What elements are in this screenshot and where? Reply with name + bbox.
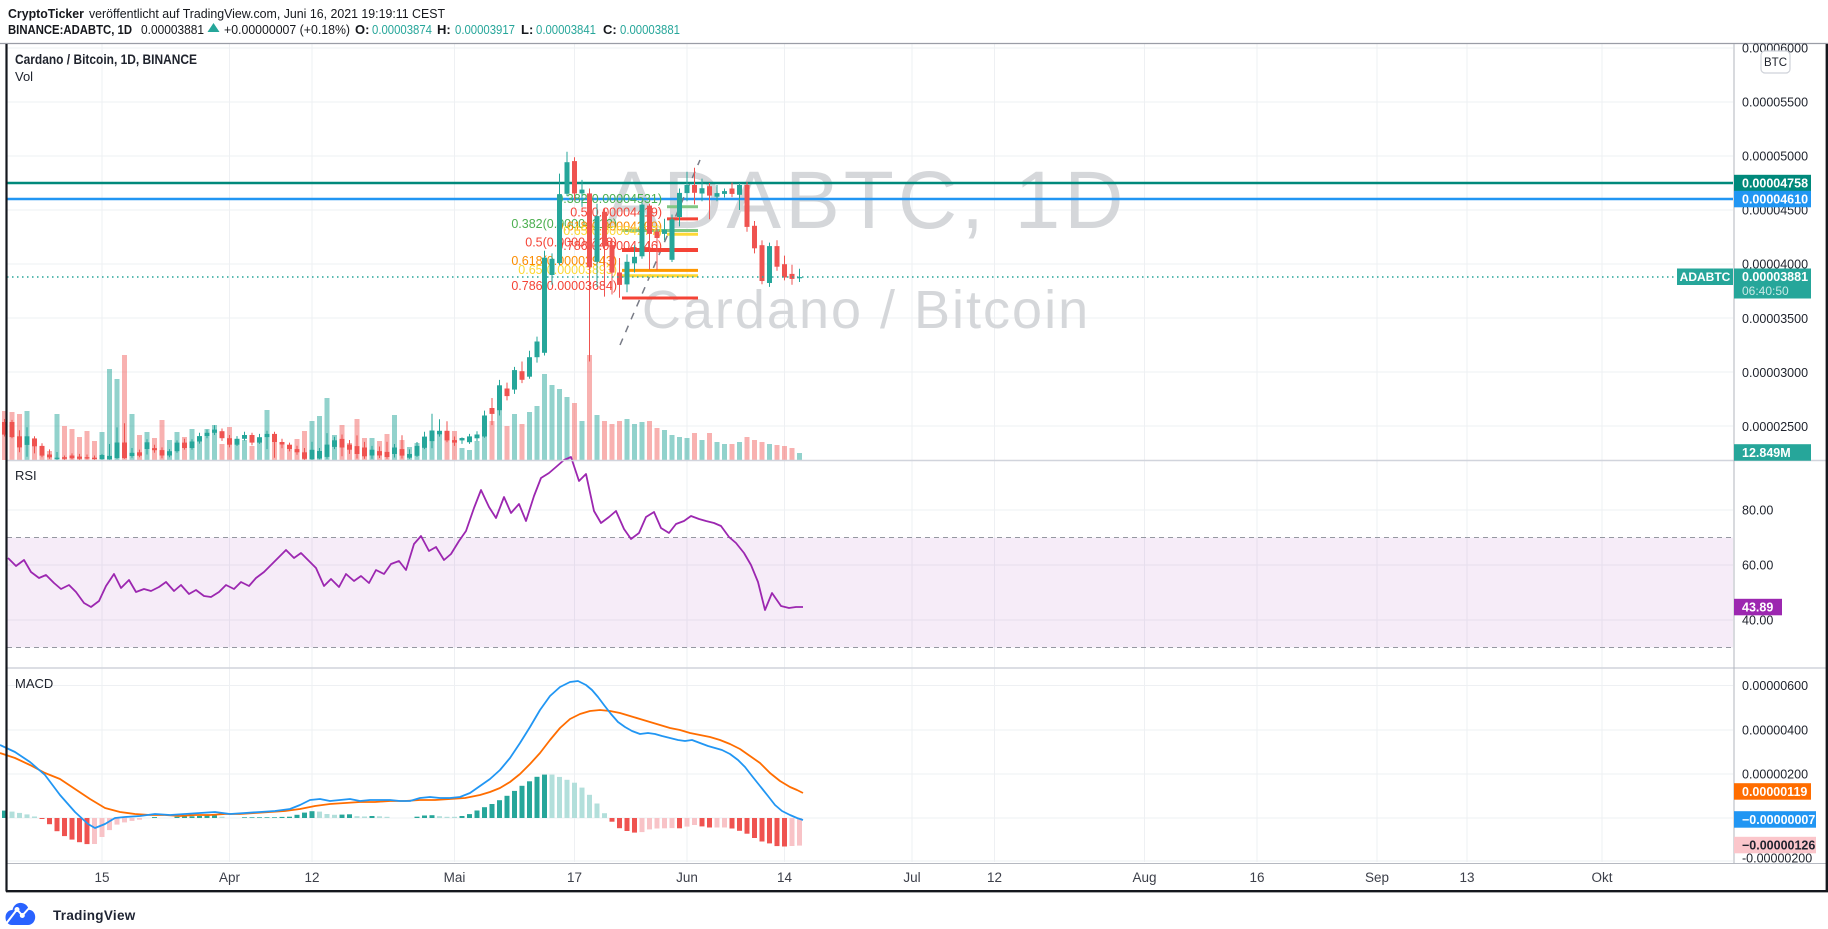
svg-text:60.00: 60.00 — [1742, 559, 1773, 573]
svg-text:ADABTC: ADABTC — [1680, 270, 1731, 284]
svg-text:14: 14 — [777, 870, 793, 885]
svg-text:H:: H: — [437, 22, 451, 37]
svg-text:Cardano / Bitcoin, 1D, BINANCE: Cardano / Bitcoin, 1D, BINANCE — [15, 52, 197, 67]
svg-text:15: 15 — [94, 870, 109, 885]
svg-text:Okt: Okt — [1591, 870, 1612, 885]
svg-text:Jul: Jul — [903, 870, 920, 885]
svg-text:L:: L: — [521, 22, 533, 37]
svg-text:Cardano / Bitcoin: Cardano / Bitcoin — [642, 280, 1090, 340]
svg-text:Apr: Apr — [219, 870, 241, 885]
svg-text:0.00003500: 0.00003500 — [1742, 312, 1808, 326]
svg-text:0.618(0.00004309): 0.618(0.00004309) — [556, 220, 662, 234]
svg-text:veröffentlicht auf TradingView: veröffentlicht auf TradingView.com, Juni… — [89, 6, 445, 21]
svg-text:BTC: BTC — [1764, 57, 1787, 69]
svg-text:06:40:50: 06:40:50 — [1742, 284, 1789, 298]
svg-text:0.786(0.00004146): 0.786(0.00004146) — [556, 239, 662, 253]
svg-text:0.5(0.00004419): 0.5(0.00004419) — [570, 206, 662, 220]
svg-text:0.00003000: 0.00003000 — [1742, 366, 1808, 380]
svg-text:0.382(0.00004531): 0.382(0.00004531) — [556, 192, 662, 206]
svg-text:Sep: Sep — [1365, 870, 1389, 885]
svg-text:0.5(0.00004128): 0.5(0.00004128) — [525, 236, 617, 250]
svg-text:0.00004610: 0.00004610 — [1742, 193, 1808, 207]
svg-text:0.00003881: 0.00003881 — [620, 22, 680, 37]
svg-text:MACD: MACD — [15, 676, 53, 691]
svg-text:0.00003881: 0.00003881 — [141, 22, 204, 37]
svg-text:0.00006000: 0.00006000 — [1742, 42, 1808, 56]
svg-text:TradingView: TradingView — [53, 908, 136, 923]
svg-text:0.00003841: 0.00003841 — [536, 22, 596, 37]
svg-text:−0.00000007: −0.00000007 — [1742, 813, 1815, 827]
svg-text:12.849M: 12.849M — [1742, 446, 1791, 460]
svg-text:0.00000400: 0.00000400 — [1742, 724, 1808, 738]
svg-text:0.00003874: 0.00003874 — [372, 22, 432, 37]
svg-text:0.00005500: 0.00005500 — [1742, 96, 1808, 110]
svg-text:C:: C: — [603, 22, 617, 37]
svg-text:+0.00000007 (+0.18%): +0.00000007 (+0.18%) — [224, 22, 350, 37]
svg-text:Aug: Aug — [1132, 870, 1156, 885]
svg-text:0.00004758: 0.00004758 — [1742, 177, 1808, 191]
svg-text:0.00000600: 0.00000600 — [1742, 679, 1808, 693]
svg-text:BINANCE:ADABTC, 1D: BINANCE:ADABTC, 1D — [8, 22, 132, 37]
svg-text:0.00005000: 0.00005000 — [1742, 150, 1808, 164]
svg-text:17: 17 — [567, 870, 582, 885]
svg-text:0.00003881: 0.00003881 — [1742, 270, 1808, 284]
svg-text:-0.00000200: -0.00000200 — [1742, 852, 1812, 866]
svg-text:13: 13 — [1459, 870, 1474, 885]
svg-text:12: 12 — [987, 870, 1002, 885]
svg-text:43.89: 43.89 — [1742, 601, 1773, 615]
svg-text:80.00: 80.00 — [1742, 504, 1773, 518]
svg-text:−0.00000126: −0.00000126 — [1742, 839, 1815, 853]
svg-text:0.00004000: 0.00004000 — [1742, 258, 1808, 272]
svg-text:CryptoTicker: CryptoTicker — [8, 6, 84, 21]
svg-text:Mai: Mai — [444, 870, 466, 885]
svg-text:0.00000200: 0.00000200 — [1742, 768, 1808, 782]
svg-text:40.00: 40.00 — [1742, 614, 1773, 628]
svg-text:12: 12 — [304, 870, 319, 885]
svg-text:0.786(0.00003684): 0.786(0.00003684) — [511, 279, 617, 293]
svg-text:0.00003917: 0.00003917 — [455, 22, 515, 37]
svg-text:O:: O: — [355, 22, 369, 37]
svg-text:Vol: Vol — [15, 69, 33, 84]
svg-text:RSI: RSI — [15, 468, 37, 483]
svg-text:0.00002500: 0.00002500 — [1742, 420, 1808, 434]
svg-text:Jun: Jun — [676, 870, 698, 885]
svg-text:0.65(0.00003893): 0.65(0.00003893) — [518, 263, 617, 277]
svg-text:16: 16 — [1249, 870, 1264, 885]
svg-text:0.00000119: 0.00000119 — [1742, 785, 1807, 799]
